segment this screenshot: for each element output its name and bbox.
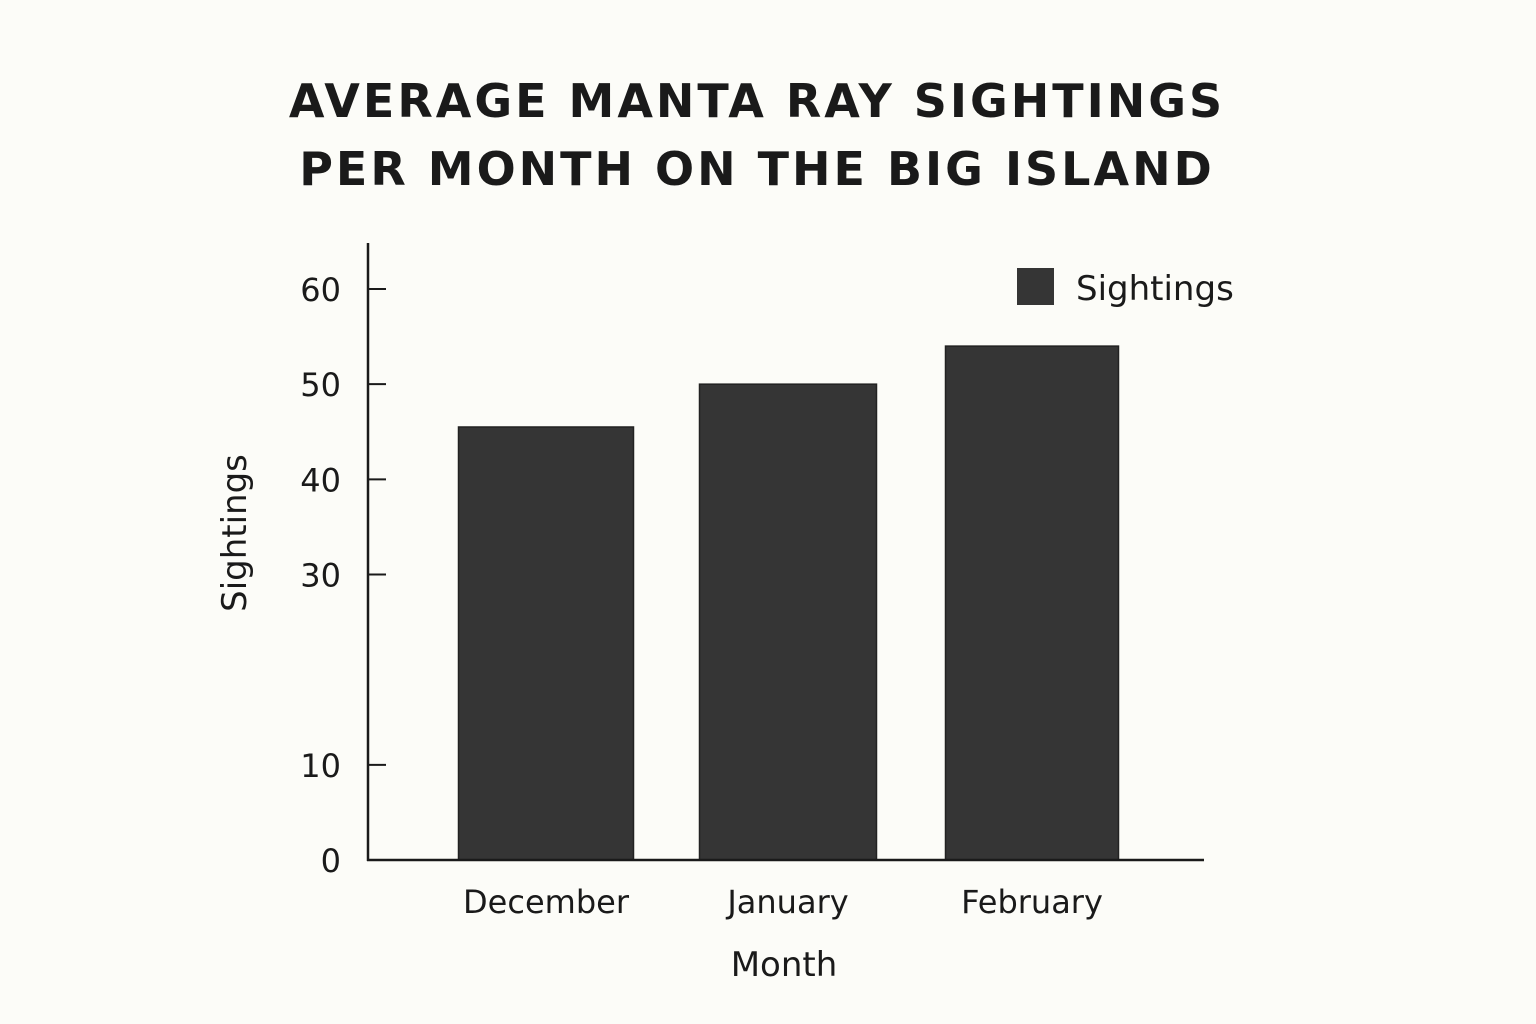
y-axis-ticks: 0 10 30 40 50 60 [300,271,386,880]
y-tick-label: 60 [300,271,341,309]
x-axis-categories: December January February [463,883,1103,921]
chart-title: AVERAGE MANTA RAY SIGHTINGS PER MONTH ON… [289,74,1225,196]
y-tick-label: 50 [300,366,341,404]
y-tick-label: 0 [321,842,341,880]
y-tick-label: 30 [300,557,341,595]
x-axis-title: Month [731,945,838,985]
x-category-label-february: February [961,883,1103,921]
chart-title-line-2: PER MONTH ON THE BIG ISLAND [299,142,1215,196]
bar-january [698,383,878,861]
chart-title-line-1: AVERAGE MANTA RAY SIGHTINGS [289,74,1225,128]
y-tick-label: 40 [300,461,341,499]
x-category-label-december: December [463,883,630,921]
legend-swatch [1017,268,1054,305]
bar-february [944,345,1120,861]
y-axis-title: Sightings [215,454,255,612]
legend: Sightings [1017,268,1234,309]
x-category-label-january: January [725,883,848,921]
legend-label: Sightings [1076,269,1234,309]
bars-group [457,345,1120,861]
y-tick-label: 10 [300,747,341,785]
bar-december [457,426,635,861]
